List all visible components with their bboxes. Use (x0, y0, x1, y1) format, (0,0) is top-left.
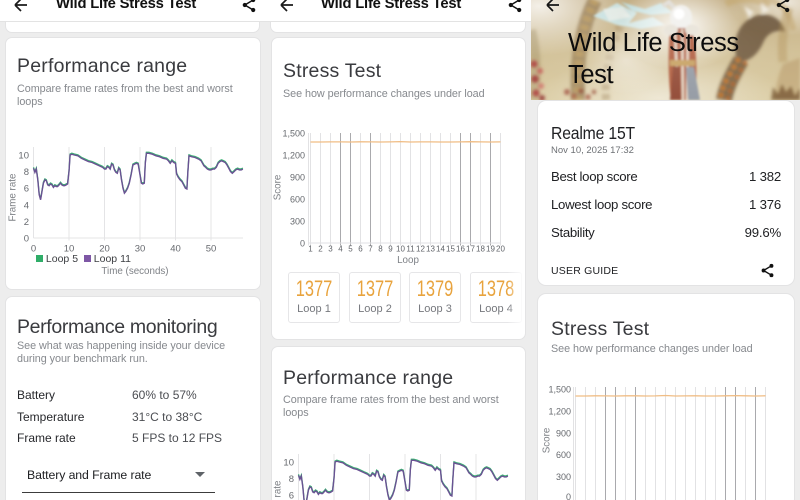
svg-text:13: 13 (426, 245, 435, 254)
svg-text:8: 8 (289, 474, 294, 485)
svg-text:1,500: 1,500 (548, 385, 571, 395)
svg-text:19: 19 (486, 245, 495, 254)
svg-text:4: 4 (338, 245, 343, 254)
svg-text:0: 0 (566, 492, 571, 500)
svg-text:10: 10 (396, 245, 405, 254)
svg-text:2: 2 (24, 217, 29, 228)
svg-text:1: 1 (308, 245, 313, 254)
svg-text:1,500: 1,500 (282, 129, 305, 139)
svg-text:14: 14 (436, 245, 445, 254)
svg-text:6: 6 (358, 245, 363, 254)
svg-text:10: 10 (18, 151, 29, 162)
svg-text:8: 8 (24, 167, 29, 178)
svg-text:2: 2 (318, 245, 323, 254)
svg-text:17: 17 (466, 245, 475, 254)
svg-text:0: 0 (31, 244, 36, 255)
svg-text:7: 7 (368, 245, 373, 254)
svg-text:50: 50 (206, 244, 217, 255)
svg-text:3: 3 (328, 245, 333, 254)
svg-text:600: 600 (290, 195, 305, 205)
svg-text:1,200: 1,200 (282, 151, 305, 161)
svg-text:10: 10 (64, 244, 75, 255)
svg-text:40: 40 (170, 244, 181, 255)
svg-text:0: 0 (300, 239, 305, 249)
svg-text:30: 30 (135, 244, 146, 255)
svg-text:5: 5 (348, 245, 353, 254)
svg-text:15: 15 (446, 245, 455, 254)
svg-text:20: 20 (99, 244, 110, 255)
svg-text:1,200: 1,200 (548, 406, 571, 416)
svg-text:20: 20 (496, 245, 505, 254)
svg-text:11: 11 (406, 245, 415, 254)
svg-text:900: 900 (290, 173, 305, 183)
svg-text:10: 10 (283, 458, 294, 469)
svg-text:300: 300 (290, 217, 305, 227)
svg-text:600: 600 (556, 450, 571, 460)
svg-text:12: 12 (416, 245, 425, 254)
svg-text:4: 4 (24, 200, 29, 211)
svg-text:0: 0 (24, 234, 29, 245)
svg-text:16: 16 (456, 245, 465, 254)
svg-text:6: 6 (24, 184, 29, 195)
svg-text:9: 9 (388, 245, 393, 254)
svg-text:300: 300 (556, 472, 571, 482)
svg-text:18: 18 (476, 245, 485, 254)
svg-text:8: 8 (378, 245, 383, 254)
svg-text:900: 900 (556, 428, 571, 438)
svg-text:6: 6 (289, 491, 294, 500)
